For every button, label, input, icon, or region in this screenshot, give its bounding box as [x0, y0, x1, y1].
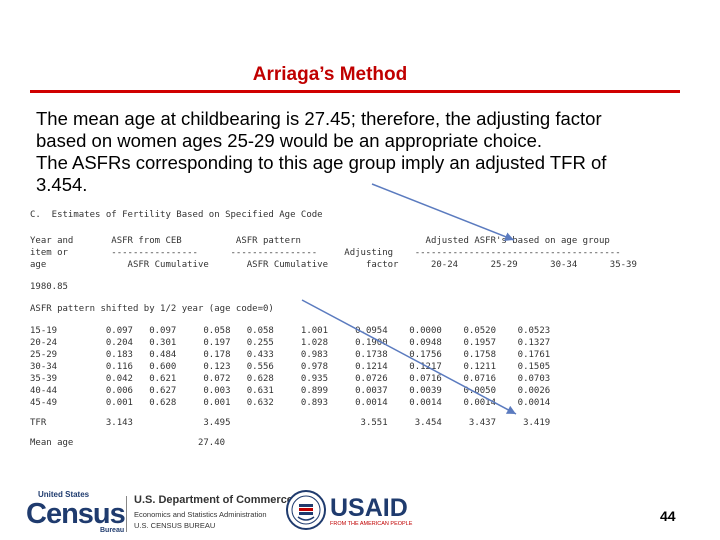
- printout-line: Mean age 27.40: [30, 438, 226, 448]
- printout-line: TFR 3.143 3.495 3.551 3.454 3.437 3.419: [30, 418, 551, 428]
- printout-line: 45-49 0.001 0.628 0.001 0.632 0.893 0.00…: [30, 398, 551, 408]
- body-line: 3.454.: [36, 174, 88, 195]
- commerce-line: U.S. CENSUS BUREAU: [134, 521, 216, 530]
- printout-line: 35-39 0.042 0.621 0.072 0.628 0.935 0.07…: [30, 374, 551, 384]
- title-rule: [30, 90, 680, 93]
- printout-line: ASFR pattern shifted by 1/2 year (age co…: [30, 304, 274, 314]
- printout-line: Year and ASFR from CEB ASFR pattern Adju…: [30, 236, 610, 246]
- body-line: The mean age at childbearing is 27.45; t…: [36, 108, 602, 129]
- usaid-word: USAID: [330, 494, 408, 522]
- printout-line: 25-29 0.183 0.484 0.178 0.433 0.983 0.17…: [30, 350, 551, 360]
- printout-line: 15-19 0.097 0.097 0.058 0.058 1.001 0.09…: [30, 326, 551, 336]
- printout-line: 40-44 0.006 0.627 0.003 0.631 0.899 0.00…: [30, 386, 551, 396]
- printout-table-image: C. Estimates of Fertility Based on Speci…: [30, 206, 690, 451]
- commerce-line: U.S. Department of Commerce: [134, 494, 293, 506]
- usaid-logo: USAID FROM THE AMERICAN PEOPLE: [330, 494, 412, 527]
- printout-line: 30-34 0.116 0.600 0.123 0.556 0.978 0.12…: [30, 362, 551, 372]
- body-text: The mean age at childbearing is 27.45; t…: [36, 108, 686, 196]
- usaid-tagline: FROM THE AMERICAN PEOPLE: [330, 521, 413, 527]
- commerce-text-block: U.S. Department of Commerce Economics an…: [134, 494, 293, 530]
- census-bureau-logo: United States Census Bureau: [26, 490, 126, 534]
- census-logo-word: Census: [26, 498, 126, 530]
- usaid-seal-icon: [286, 490, 326, 530]
- census-logo-top: United States: [38, 490, 90, 499]
- body-line: The ASFRs corresponding to this age grou…: [36, 152, 607, 173]
- printout-line: 20-24 0.204 0.301 0.197 0.255 1.028 0.19…: [30, 338, 551, 348]
- printout-line: item or ---------------- ---------------…: [30, 248, 621, 258]
- page-number: 44: [660, 508, 676, 524]
- census-logo-bureau: Bureau: [100, 527, 125, 534]
- commerce-line: Economics and Statistics Administration: [134, 510, 267, 519]
- printout-line: 1980.85: [30, 282, 68, 292]
- slide-title: Arriaga’s Method: [252, 64, 408, 85]
- footer: United States Census Bureau U.S. Departm…: [0, 484, 720, 540]
- printout-line: C. Estimates of Fertility Based on Speci…: [30, 210, 323, 220]
- printout-line: age ASFR Cumulative ASFR Cumulative fact…: [30, 260, 637, 270]
- logo-divider: [126, 496, 127, 532]
- body-line: based on women ages 25-29 would be an ap…: [36, 130, 543, 151]
